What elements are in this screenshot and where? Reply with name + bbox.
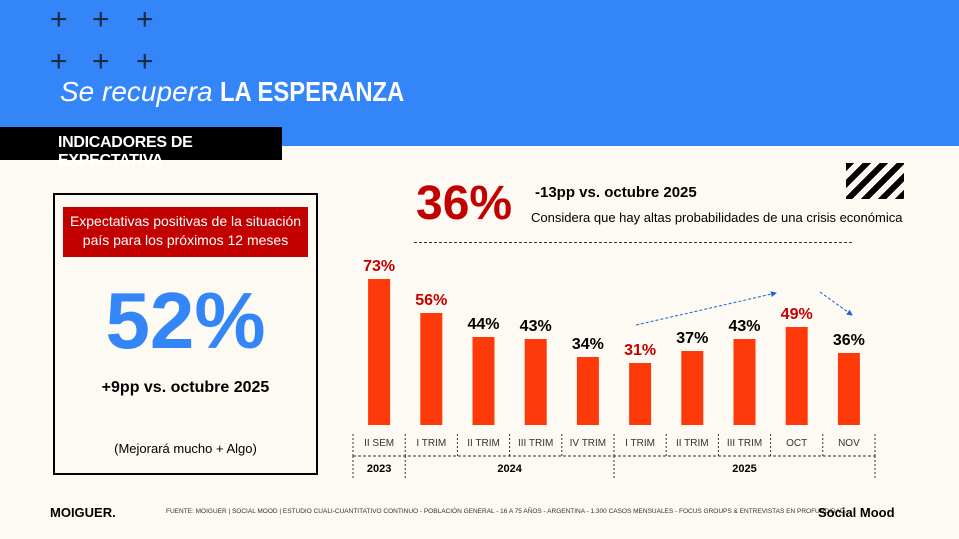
trend-arrow: [819, 291, 853, 316]
data-label: 31%: [624, 342, 656, 359]
bar: [472, 337, 495, 425]
title-bold: LA ESPERANZA: [220, 76, 405, 107]
bar: [368, 279, 391, 425]
crisis-change: -13pp vs. octubre 2025: [535, 184, 697, 201]
page-title: Se recupera LA ESPERANZA: [60, 76, 437, 108]
data-label: 37%: [676, 330, 708, 347]
data-label: 43%: [520, 318, 552, 335]
plus-icon: +: [92, 3, 110, 36]
header-banner: + + + + + + Se recupera LA ESPERANZA: [0, 0, 959, 146]
bar: [733, 339, 756, 425]
panel-value: 52%: [105, 276, 266, 365]
bar: [420, 313, 443, 425]
trend-arrow: [635, 291, 777, 326]
stripes-decoration: [846, 163, 904, 199]
plus-icon: +: [50, 3, 68, 36]
tick-label: II SEM: [364, 438, 394, 449]
tick-label: II TRIM: [467, 438, 500, 449]
tick-label: OCT: [786, 438, 807, 449]
brand-logo: MOIGUER.: [50, 505, 116, 520]
year-label: 2023: [367, 463, 391, 475]
bar: [629, 363, 652, 425]
plus-icon: +: [136, 3, 154, 36]
data-label: 43%: [728, 318, 760, 335]
data-label: 73%: [363, 258, 395, 275]
plus-icon: +: [92, 45, 110, 78]
data-label: 44%: [467, 316, 499, 333]
tick-label: I TRIM: [416, 438, 446, 449]
bar: [576, 357, 599, 425]
year-label: 2024: [497, 463, 522, 475]
tick-label: II TRIM: [676, 438, 709, 449]
product-name: Social Mood: [818, 505, 895, 520]
crisis-value: 36%: [416, 177, 513, 230]
plus-icon: +: [136, 45, 154, 78]
data-label: 49%: [781, 306, 813, 323]
expectations-panel: Expectativas positivas de la situación p…: [53, 193, 318, 475]
panel-note: (Mejorará mucho + Algo): [114, 441, 257, 456]
tick-label: I TRIM: [625, 438, 655, 449]
bar: [524, 339, 547, 425]
bar: [837, 353, 860, 425]
section-label: INDICADORES DE EXPECTATIVA: [0, 127, 282, 169]
bar: [681, 351, 704, 425]
tick-label: IV TRIM: [570, 438, 606, 449]
tick-label: III TRIM: [727, 438, 762, 449]
bar: [785, 327, 808, 425]
data-label: 34%: [572, 336, 604, 353]
tick-label: III TRIM: [518, 438, 553, 449]
year-label: 2025: [732, 463, 756, 475]
data-label: 36%: [833, 332, 865, 349]
plus-icon: +: [50, 45, 68, 78]
title-italic: Se recupera: [60, 76, 213, 107]
tick-label: NOV: [838, 438, 860, 449]
crisis-description: Considera que hay altas probabilidades d…: [531, 210, 903, 225]
panel-label: Expectativas positivas de la situación p…: [63, 207, 308, 257]
data-label: 56%: [415, 292, 447, 309]
source-note: FUENTE: MOIGUER | SOCIAL MOOD | ESTUDIO …: [166, 508, 847, 515]
divider: [414, 242, 852, 243]
panel-change: +9pp vs. octubre 2025: [101, 379, 270, 396]
